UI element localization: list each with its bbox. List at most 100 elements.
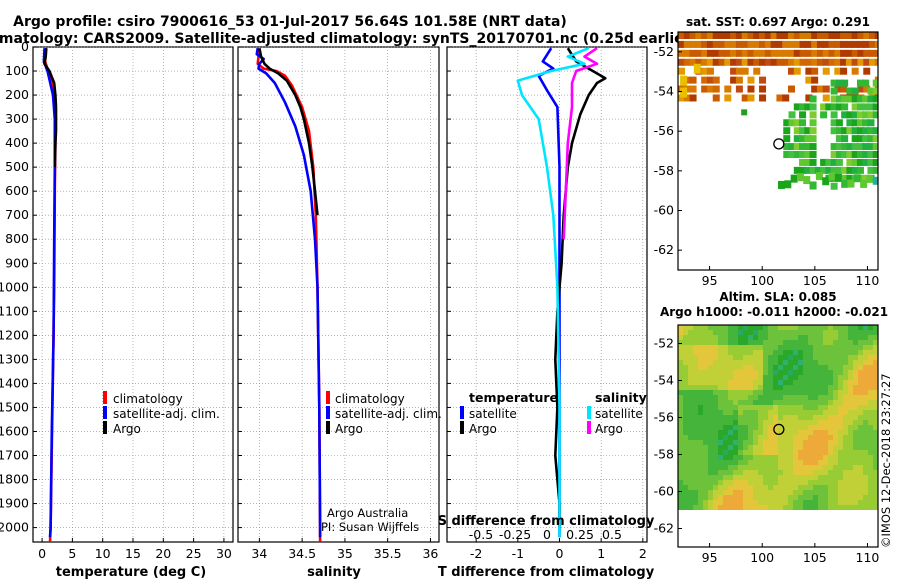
sla-cell <box>773 325 778 330</box>
sla-cell <box>848 470 853 475</box>
sla-cell <box>823 435 828 440</box>
sla-cell <box>823 325 828 330</box>
xtick-label: 34 <box>251 546 267 561</box>
sla-cell <box>868 380 873 385</box>
sst-cell <box>809 151 817 158</box>
sla-cell <box>838 465 843 470</box>
sla-cell <box>863 505 868 510</box>
sst-cell <box>805 67 813 75</box>
sla-cell <box>698 495 703 500</box>
sst-cell <box>840 85 848 93</box>
sla-cell <box>763 400 768 405</box>
sla-cell <box>863 410 868 415</box>
sla-cell <box>783 335 788 340</box>
sla-cell <box>753 410 758 415</box>
sla-cell <box>823 335 828 340</box>
sla-cell <box>703 485 708 490</box>
s-tick: 0 <box>543 527 551 542</box>
sst-cell <box>851 166 859 174</box>
sla-cell <box>708 420 713 425</box>
sla-cell <box>693 365 698 370</box>
sla-cell <box>848 475 853 480</box>
sla-cell <box>733 350 738 355</box>
sla-cell <box>708 490 713 495</box>
sla-cell <box>718 365 723 370</box>
sla-cell <box>858 435 863 440</box>
sla-cell <box>708 385 713 390</box>
sla-cell <box>678 490 683 495</box>
sst-cell <box>862 95 870 103</box>
sla-cell <box>788 410 793 415</box>
sst-cell <box>695 32 703 39</box>
sla-cell <box>723 385 728 390</box>
sla-cell <box>828 415 833 420</box>
sla-cell <box>798 465 803 470</box>
sla-cell <box>703 360 708 365</box>
sla-cell <box>868 500 873 505</box>
sla-cell <box>778 385 783 390</box>
sst-cell <box>735 76 743 84</box>
sst-cell <box>805 94 813 102</box>
map-ytick-label: -62 <box>654 242 674 257</box>
sla-cell <box>713 450 718 455</box>
sla-cell <box>748 355 753 360</box>
sla-cell <box>708 375 713 380</box>
sla-cell <box>733 460 738 465</box>
sla-cell <box>788 370 793 375</box>
sla-cell <box>733 415 738 420</box>
sst-cell <box>683 58 691 66</box>
sla-cell <box>803 370 808 375</box>
sla-cell <box>828 505 833 510</box>
sla-cell <box>868 345 873 350</box>
sst-cell <box>851 103 859 111</box>
sst-cell <box>683 32 691 39</box>
sla-cell <box>738 425 743 430</box>
sla-cell <box>783 495 788 500</box>
sla-cell <box>828 325 833 330</box>
sla-cell <box>713 445 718 450</box>
sla-cell <box>733 420 738 425</box>
sst-cell <box>778 180 785 189</box>
sla-cell <box>773 330 778 335</box>
legend-satellite: satellite-adj. clim. <box>335 407 442 421</box>
sla-cell <box>738 445 743 450</box>
sla-cell <box>783 365 788 370</box>
sla-cell <box>863 325 868 330</box>
sst-cell <box>825 166 833 174</box>
sla-cell <box>773 335 778 340</box>
sst-cell <box>851 151 859 158</box>
sla-cell <box>743 380 748 385</box>
sla-cell <box>763 480 768 485</box>
sla-cell <box>708 405 713 410</box>
sst-cell <box>805 58 813 66</box>
sla-cell <box>773 370 778 375</box>
sla-cell <box>788 495 793 500</box>
sla-cell <box>713 495 718 500</box>
sla-cell <box>733 430 738 435</box>
sla-cell <box>868 465 873 470</box>
sla-cell <box>843 365 848 370</box>
sla-cell <box>678 335 683 340</box>
sla-cell <box>823 370 828 375</box>
sst-cell <box>811 32 819 39</box>
sst-cell <box>701 58 709 66</box>
sla-cell <box>863 430 868 435</box>
sla-cell <box>758 495 763 500</box>
sst-cell <box>793 119 801 127</box>
sla-cell <box>703 435 708 440</box>
sla-cell <box>873 505 878 510</box>
sla-cell <box>803 390 808 395</box>
sla-cell <box>738 450 743 455</box>
sla-cell <box>678 340 683 345</box>
sla-cell <box>823 350 828 355</box>
sst-cell <box>841 166 849 174</box>
sla-cell <box>868 495 873 500</box>
sla-cell <box>708 380 713 385</box>
sla-cell <box>753 505 758 510</box>
sla-cell <box>703 410 708 415</box>
sla-cell <box>818 390 823 395</box>
sla-cell <box>733 450 738 455</box>
sla-cell <box>703 415 708 420</box>
sla-cell <box>703 500 708 505</box>
sla-cell <box>838 415 843 420</box>
